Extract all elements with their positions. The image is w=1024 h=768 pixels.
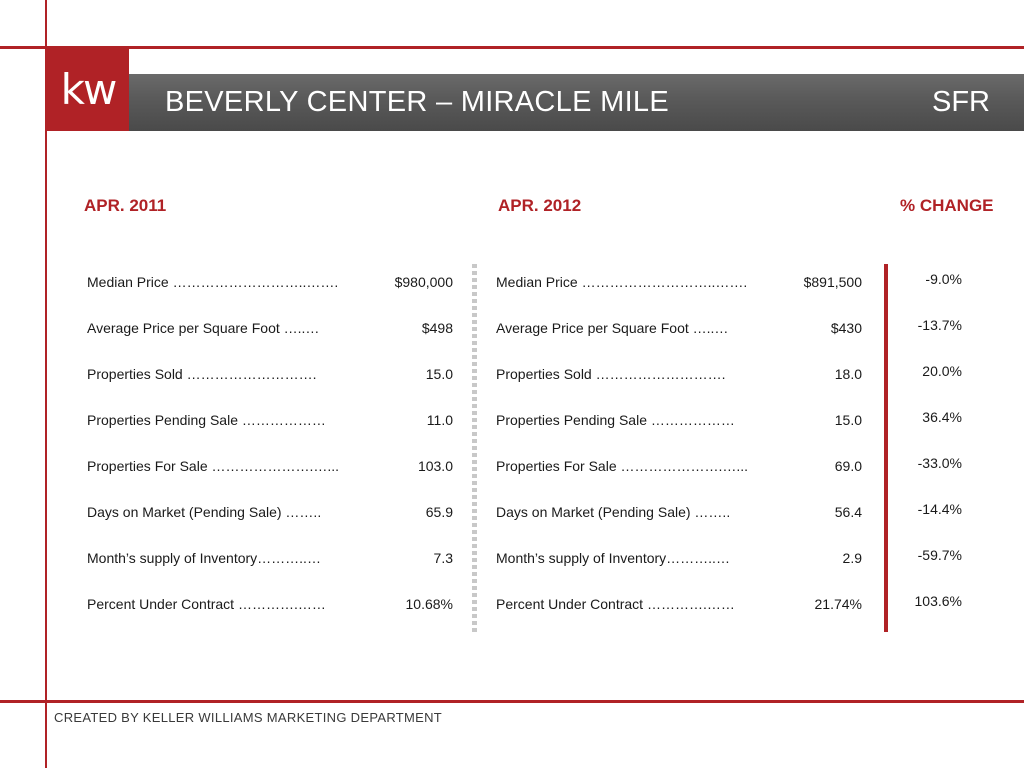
row-label-2012: Average Price per Square Foot …..… <box>496 320 729 336</box>
property-type-label: SFR <box>932 86 990 118</box>
row-label-2011: Properties Sold ………………………. <box>87 366 317 382</box>
row-value-2012: 15.0 <box>834 412 862 428</box>
row-label-2011: Percent Under Contract ………….…… <box>87 596 326 612</box>
row-label-2011: Properties Pending Sale ……………… <box>87 412 326 428</box>
header-percent-change: % CHANGE <box>900 196 994 215</box>
title-bar: BEVERLY CENTER – MIRACLE MILE SFR <box>129 74 1024 131</box>
row-percent-change: 36.4% <box>922 409 962 425</box>
row-percent-change: -9.0% <box>925 271 962 287</box>
row-label-2011: Average Price per Square Foot …..… <box>87 320 320 336</box>
row-value-2012: 2.9 <box>842 550 862 566</box>
row-label-2011: Days on Market (Pending Sale) …….. <box>87 504 322 520</box>
row-value-2011: 11.0 <box>426 412 453 428</box>
top-accent-line <box>0 46 1024 49</box>
row-label-2012: Properties For Sale ………………….…... <box>496 458 749 474</box>
row-value-2011: 103.0 <box>417 458 453 474</box>
row-percent-change: -14.4% <box>917 501 962 517</box>
footer-credit: CREATED BY KELLER WILLIAMS MARKETING DEP… <box>54 710 443 725</box>
row-percent-change: -59.7% <box>917 547 962 563</box>
row-value-2012: 18.0 <box>834 366 862 382</box>
row-value-2011: 10.68% <box>405 596 453 612</box>
kw-logo: kw <box>47 49 129 131</box>
row-label-2012: Days on Market (Pending Sale) …….. <box>496 504 731 520</box>
row-value-2012: $430 <box>830 320 862 336</box>
row-value-2011: $980,000 <box>394 274 453 290</box>
header-apr-2012: APR. 2012 <box>498 196 582 215</box>
page-title: BEVERLY CENTER – MIRACLE MILE <box>165 86 669 118</box>
row-value-2012: $891,500 <box>803 274 862 290</box>
row-label-2012: Properties Sold ………………………. <box>496 366 726 382</box>
row-label-2012: Percent Under Contract ………….…… <box>496 596 735 612</box>
row-label-2012: Median Price ………………………..……. <box>496 274 748 290</box>
row-value-2012: 56.4 <box>834 504 862 520</box>
row-percent-change: 103.6% <box>914 593 962 609</box>
row-value-2012: 69.0 <box>834 458 862 474</box>
row-label-2011: Properties For Sale ………………….…... <box>87 458 340 474</box>
row-value-2011: 7.3 <box>433 550 453 566</box>
row-label-2011: Month’s supply of Inventory………..… <box>87 550 321 566</box>
row-value-2011: $498 <box>421 320 453 336</box>
left-accent-line <box>45 0 47 768</box>
logo-text: kw <box>60 65 118 114</box>
footer-accent-line <box>0 700 1024 703</box>
column-divider-red <box>884 264 888 632</box>
row-label-2012: Properties Pending Sale ……………… <box>496 412 735 428</box>
row-label-2011: Median Price ………………………..……. <box>87 274 339 290</box>
column-divider-dotted <box>472 264 477 632</box>
row-percent-change: 20.0% <box>922 363 962 379</box>
row-percent-change: -33.0% <box>917 455 962 471</box>
row-percent-change: -13.7% <box>917 317 962 333</box>
row-value-2011: 65.9 <box>425 504 453 520</box>
header-apr-2011: APR. 2011 <box>84 196 167 215</box>
row-value-2011: 15.0 <box>425 366 453 382</box>
row-value-2012: 21.74% <box>814 596 862 612</box>
row-label-2012: Month’s supply of Inventory………..… <box>496 550 730 566</box>
